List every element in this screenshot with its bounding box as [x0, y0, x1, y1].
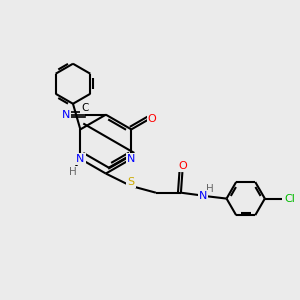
- Text: N: N: [62, 110, 70, 120]
- Text: C: C: [82, 103, 89, 113]
- Text: S: S: [127, 177, 134, 188]
- Text: N: N: [199, 190, 207, 201]
- Text: N: N: [76, 154, 85, 164]
- Text: O: O: [178, 160, 187, 171]
- Text: H: H: [69, 167, 77, 177]
- Text: H: H: [206, 184, 213, 194]
- Text: N: N: [127, 154, 136, 164]
- Text: Cl: Cl: [284, 194, 295, 204]
- Text: O: O: [148, 114, 157, 124]
